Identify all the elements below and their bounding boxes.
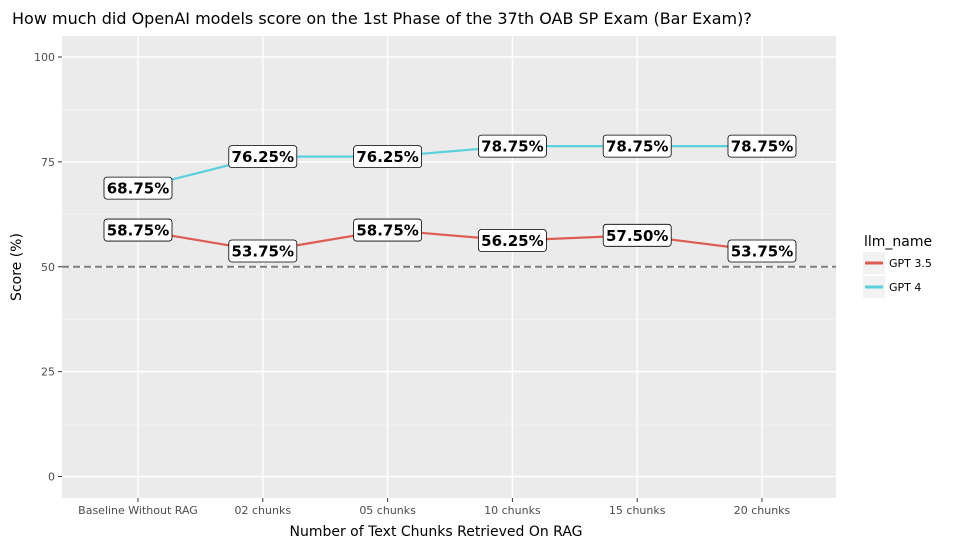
data-label: 76.25% (353, 145, 423, 169)
data-label-text: 78.75% (731, 138, 793, 156)
data-label-text: 53.75% (731, 243, 793, 261)
data-label-box (228, 239, 298, 263)
data-label: 56.25% (477, 229, 547, 252)
data-label-box (103, 176, 173, 200)
data-label-box (727, 239, 797, 263)
y-tick-label: 75 (41, 156, 55, 169)
y-tick-label: 50 (41, 261, 55, 274)
data-label-box (228, 145, 298, 169)
data-label-text: 78.75% (606, 138, 668, 156)
data-label: 78.75% (477, 134, 547, 158)
data-label: 68.75% (103, 176, 173, 200)
data-label: 58.75% (103, 218, 173, 242)
data-label: 58.75% (353, 218, 423, 242)
data-label-text: 57.50% (606, 227, 668, 245)
x-tick-label: Baseline Without RAG (78, 504, 198, 517)
data-label: 53.75% (228, 239, 298, 263)
data-label-box (353, 218, 423, 242)
data-label-text: 78.75% (481, 138, 543, 156)
data-labels: 58.75% 53.75% 58.75% 56.25% 57.50% 53.75% 68.7… (103, 134, 797, 263)
data-label-text: 53.75% (232, 243, 294, 261)
data-label-text: 56.25% (481, 232, 543, 250)
x-tick-label: 10 chunks (484, 504, 541, 517)
y-tick-label: 0 (48, 471, 55, 484)
data-label: 78.75% (602, 134, 672, 158)
data-label-box (727, 134, 797, 158)
legend: llm_name GPT 3.5 GPT 4 (863, 234, 932, 298)
data-label: 53.75% (727, 239, 797, 263)
x-tick-label: 20 chunks (734, 504, 791, 517)
x-axis: Baseline Without RAG 02 chunks 05 chunks 10… (78, 498, 791, 517)
legend-title: llm_name (864, 234, 932, 250)
x-tick-label: 05 chunks (359, 504, 416, 517)
data-label-box (602, 134, 672, 158)
x-axis-title: Number of Text Chunks Retrieved On RAG (289, 524, 582, 540)
data-label-text: 58.75% (107, 222, 169, 240)
x-tick-label: 15 chunks (609, 504, 666, 517)
data-label: 78.75% (727, 134, 797, 158)
legend-label: GPT 3.5 (889, 257, 932, 270)
x-tick-label: 02 chunks (235, 504, 292, 517)
y-tick-label: 25 (41, 366, 55, 379)
data-label-text: 58.75% (356, 222, 418, 240)
data-label-text: 76.25% (356, 148, 418, 166)
y-axis: 0 25 50 75 100 (34, 51, 62, 484)
data-label-box (477, 229, 547, 252)
data-label: 57.50% (602, 223, 672, 247)
y-tick-label: 100 (34, 51, 55, 64)
data-label-box (103, 218, 173, 242)
y-axis-title: Score (%) (9, 233, 25, 301)
legend-label: GPT 4 (889, 281, 921, 294)
data-label: 76.25% (228, 145, 298, 169)
data-label-text: 68.75% (107, 180, 169, 198)
chart-title: How much did OpenAI models score on the … (12, 9, 752, 28)
data-label-box (602, 223, 672, 247)
data-label-box (477, 134, 547, 158)
data-label-text: 76.25% (232, 148, 294, 166)
data-label-box (353, 145, 423, 169)
